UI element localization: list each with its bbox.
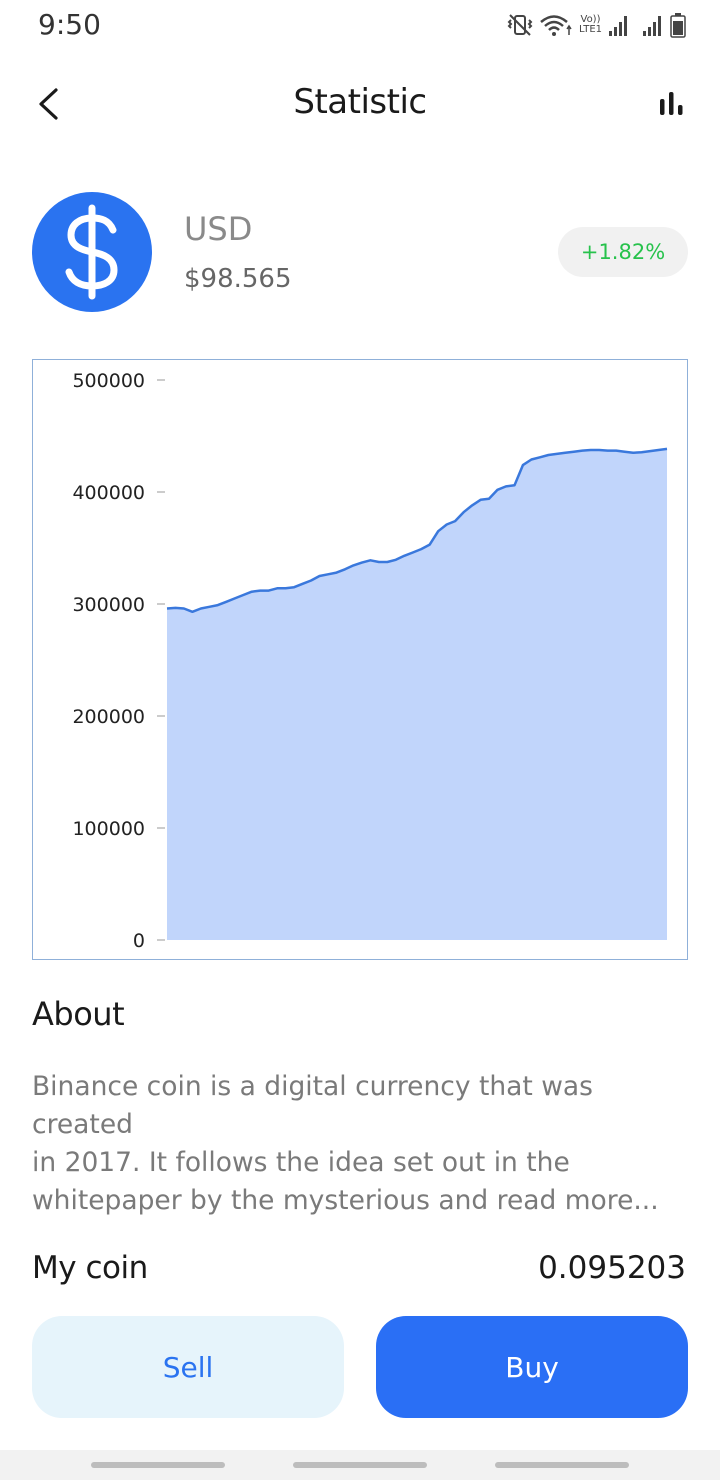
app-header: Statistic	[0, 60, 720, 150]
status-icons: Vo)) LTE1	[507, 10, 686, 40]
price-chart-svg: 0 100000 200000 300000 400000 500000	[72, 370, 668, 952]
status-bar: 9:50 Vo)) LTE1	[0, 0, 720, 50]
y-tick-label: 0	[133, 930, 145, 952]
chart-area-fill	[167, 448, 667, 940]
vibrate-icon	[507, 14, 533, 36]
y-tick-label: 400000	[72, 482, 145, 504]
about-title: About	[32, 995, 125, 1033]
coin-price: $98.565	[184, 264, 292, 294]
signal-icon-1	[609, 16, 627, 36]
dollar-sign-icon	[65, 204, 118, 300]
coin-avatar	[32, 192, 152, 312]
my-coin-value: 0.095203	[538, 1250, 686, 1286]
buy-button[interactable]: Buy	[376, 1316, 688, 1418]
price-chart: 0 100000 200000 300000 400000 500000	[32, 359, 688, 960]
y-tick-label: 100000	[72, 818, 145, 840]
coin-name: USD	[184, 210, 253, 248]
chart-series-line	[166, 447, 668, 614]
about-text[interactable]: Binance coin is a digital currency that …	[32, 1071, 659, 1216]
y-tick-label: 200000	[72, 706, 145, 728]
status-time: 9:50	[38, 8, 101, 41]
my-coin-label: My coin	[32, 1250, 148, 1286]
wifi-icon	[540, 15, 572, 36]
lte-label: LTE1	[579, 24, 602, 35]
signal-icon-2	[643, 16, 661, 36]
lte-indicator: Vo)) LTE1	[579, 15, 602, 35]
back-button[interactable]	[26, 82, 70, 126]
chevron-left-icon	[39, 88, 58, 120]
coin-summary: USD $98.565 +1.82%	[0, 190, 720, 315]
y-tick-label: 300000	[72, 594, 145, 616]
stats-button[interactable]	[652, 84, 692, 124]
sell-button[interactable]: Sell	[32, 1316, 344, 1418]
y-tick-label: 500000	[72, 370, 145, 392]
nav-recents-button[interactable]	[91, 1462, 225, 1468]
nav-back-button[interactable]	[495, 1462, 629, 1468]
battery-icon	[670, 13, 686, 38]
nav-home-button[interactable]	[293, 1462, 427, 1468]
bar-chart-icon	[660, 92, 683, 115]
y-axis: 0 100000 200000 300000 400000 500000	[72, 370, 165, 952]
volte-label: Vo))	[580, 14, 601, 25]
system-nav-bar	[0, 1450, 720, 1480]
page-title: Statistic	[293, 82, 427, 122]
change-badge: +1.82%	[558, 227, 688, 277]
